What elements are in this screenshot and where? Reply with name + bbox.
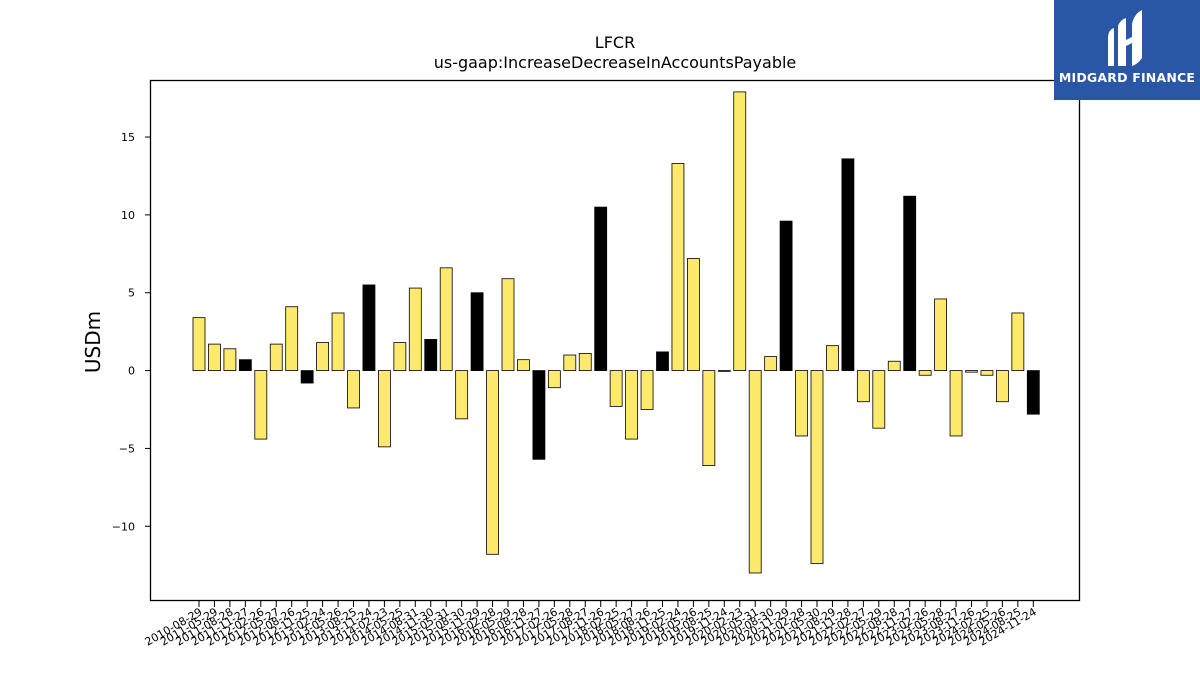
- bar-2018-08-26: [640, 370, 654, 410]
- midgard-finance-logo: MIDGARD FINANCE: [1054, 0, 1200, 100]
- chart-title: LFCR: [595, 33, 635, 52]
- bar-2020-05-31: [748, 370, 762, 574]
- bar-2016-11-27: [532, 370, 546, 460]
- y-tick-label: −10: [112, 520, 135, 533]
- bar-2011-05-29: [208, 343, 221, 371]
- bar-2019-11-24: [717, 370, 731, 372]
- bar-2024-02-25: [980, 370, 994, 376]
- bar-2018-02-25: [609, 370, 623, 407]
- chart-subtitle: us-gaap:IncreaseDecreaseInAccountsPayabl…: [434, 53, 797, 72]
- y-tick-label: 15: [121, 131, 135, 144]
- y-tick-label: 10: [121, 209, 135, 222]
- bar-2016-08-28: [517, 359, 530, 371]
- midgard-logo-icon: [1108, 10, 1142, 66]
- bar-2012-02-26: [254, 370, 268, 440]
- bar-2019-05-26: [687, 258, 700, 371]
- bar-2023-08-27: [949, 370, 963, 437]
- logo-text: MIDGARD FINANCE: [1058, 70, 1196, 85]
- bar-2021-05-30: [810, 370, 824, 565]
- bar-2024-11-24: [1026, 370, 1040, 415]
- bar-2010-08-29: [192, 317, 206, 371]
- bar-2018-11-25: [656, 351, 669, 371]
- bar-2012-11-25: [300, 370, 314, 384]
- bar-2014-05-25: [393, 342, 407, 371]
- bar-2023-11-26: [965, 370, 978, 373]
- bar-2015-11-29: [470, 292, 484, 371]
- bar-2012-08-26: [285, 306, 299, 371]
- y-tick-label: 5: [128, 287, 135, 300]
- bar-2023-05-28: [934, 298, 947, 371]
- bar-2024-08-25: [1011, 312, 1025, 371]
- bar-2014-08-31: [408, 287, 422, 371]
- bar-2017-08-27: [578, 353, 592, 371]
- bar-2023-02-26: [918, 370, 932, 376]
- bar-2017-02-26: [547, 370, 561, 389]
- bar-2016-02-28: [486, 370, 499, 555]
- bar-2011-11-27: [238, 359, 252, 371]
- bar-2018-05-27: [625, 370, 638, 440]
- bar-2012-05-27: [269, 343, 283, 371]
- y-axis: −10 −5 0 5 10 15: [112, 131, 151, 533]
- y-tick-label: 0: [128, 365, 135, 378]
- bar-2017-05-28: [563, 354, 577, 371]
- bar-2015-05-31: [439, 267, 453, 371]
- bar-2011-08-28: [223, 348, 237, 371]
- bar-2020-11-29: [779, 220, 793, 371]
- bar-2021-08-29: [826, 345, 839, 371]
- bar-2013-02-24: [316, 342, 330, 371]
- bar-2013-05-26: [331, 312, 345, 371]
- bar-2015-08-30: [455, 370, 469, 420]
- bar-2017-11-26: [594, 206, 608, 371]
- bar-2020-08-30: [764, 356, 778, 371]
- bar-2021-02-28: [795, 370, 808, 437]
- y-tick-label: −5: [119, 442, 135, 455]
- x-axis: 2010-08-292011-05-292011-08-282011-11-27…: [143, 601, 1039, 649]
- bar-2013-08-25: [347, 370, 360, 409]
- bar-2021-11-28: [841, 158, 855, 371]
- bar-2024-05-26: [996, 370, 1009, 403]
- bar-2013-11-24: [362, 284, 376, 371]
- bar-2019-08-25: [702, 370, 716, 466]
- bar-2022-02-27: [856, 370, 870, 403]
- bar-2022-08-28: [887, 360, 901, 371]
- bar-2022-11-27: [903, 195, 917, 371]
- bar-2016-05-29: [501, 278, 515, 371]
- bar-2020-02-23: [733, 91, 747, 371]
- bar-2022-05-29: [872, 370, 886, 429]
- y-axis-label: USDm: [81, 311, 105, 373]
- plot-frame: [149, 79, 1081, 602]
- bar-2019-02-24: [671, 163, 685, 371]
- bar-2014-02-23: [377, 370, 391, 448]
- bar-2014-11-30: [424, 339, 438, 371]
- bars-group: [192, 91, 1040, 574]
